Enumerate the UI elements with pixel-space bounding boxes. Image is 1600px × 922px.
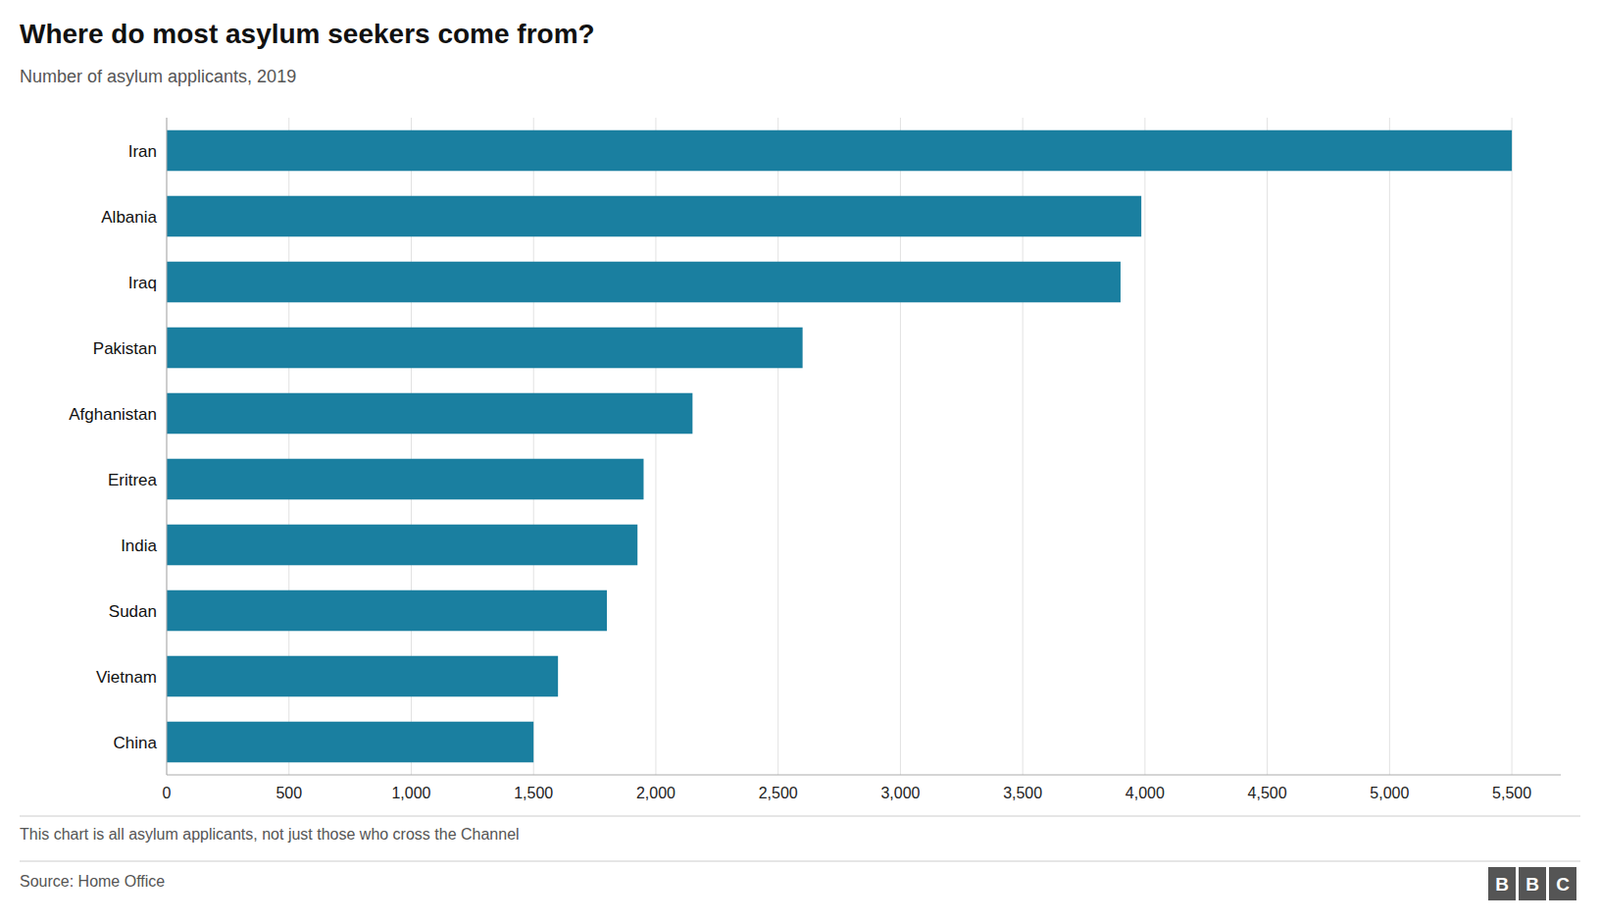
bar	[166, 590, 607, 632]
tick-label: 0	[162, 784, 172, 801]
tick-label: 3,500	[1002, 784, 1043, 801]
grid-line	[1511, 117, 1513, 775]
title: Where do most asylum seekers come from?	[19, 18, 596, 50]
axis-line	[166, 774, 1561, 776]
tick-label: 500	[275, 784, 302, 801]
bar	[166, 196, 1142, 238]
grid	[166, 117, 1512, 775]
tick-label: 2,500	[758, 784, 799, 801]
chart-root: Where do most asylum seekers come from? N…	[0, 0, 1600, 922]
bar	[166, 261, 1121, 303]
logo-letter: C	[1555, 873, 1570, 895]
category-label: Afghanistan	[68, 404, 157, 424]
tick-label: 5,500	[1492, 784, 1532, 801]
tick-label: 1,000	[391, 784, 431, 801]
bars	[166, 130, 1512, 763]
category-axis: Iran Albania Iraq Pakistan Afghanistan Eritre…	[68, 142, 157, 752]
tick-label: 4,000	[1125, 784, 1165, 801]
bar	[166, 393, 693, 435]
grid-line	[1266, 117, 1268, 775]
footnote: This chart is all asylum applicants, not…	[19, 825, 520, 843]
tick-label: 5,000	[1369, 784, 1409, 801]
category-label: Iraq	[128, 273, 157, 293]
bar	[166, 524, 638, 566]
bar	[166, 327, 803, 369]
category-label: Sudan	[108, 601, 157, 621]
grid-line	[1389, 117, 1391, 775]
logo-box	[1549, 866, 1577, 900]
tick-label: 2,000	[636, 784, 676, 801]
value-axis: 0 500 1,000 1,500 2,000 2,500 3,000 3,500 4,000 4…	[162, 784, 1533, 801]
grid-line	[1144, 117, 1146, 775]
grid-line	[166, 117, 168, 775]
subtitle: Number of asylum applicants, 2019	[19, 66, 297, 87]
category-label: Iran	[128, 142, 157, 161]
bar	[166, 130, 1512, 172]
bar	[166, 721, 534, 763]
category-label: India	[120, 536, 157, 555]
logo-box	[1488, 866, 1516, 900]
bar	[166, 655, 558, 698]
logo-letter: B	[1495, 873, 1509, 895]
logo-letter: B	[1525, 873, 1540, 895]
bar	[166, 458, 644, 500]
separator	[19, 815, 1581, 817]
axis-line	[166, 117, 168, 775]
category-label: Pakistan	[93, 339, 157, 358]
tick-label: 4,500	[1248, 784, 1288, 801]
source: Source: Home Office	[19, 872, 165, 890]
tick-label: 3,000	[880, 784, 920, 801]
category-label: Albania	[100, 207, 157, 227]
tick-label: 1,500	[513, 784, 553, 801]
logo-box	[1518, 866, 1547, 900]
category-label: China	[113, 733, 158, 752]
category-label: Vietnam	[96, 667, 157, 687]
separator	[19, 860, 1581, 862]
category-label: Eritrea	[107, 470, 158, 490]
